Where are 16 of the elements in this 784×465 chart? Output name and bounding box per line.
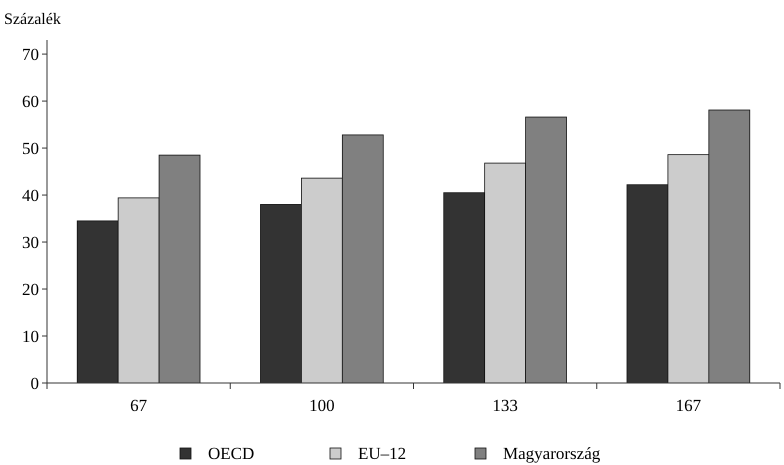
legend-label: EU–12 — [358, 444, 406, 463]
y-tick-label: 50 — [22, 139, 39, 158]
x-tick-label: 133 — [492, 396, 518, 415]
y-tick-label: 0 — [30, 374, 39, 393]
y-tick-label: 60 — [22, 92, 39, 112]
legend-label: OECD — [208, 444, 254, 463]
x-tick-label: 67 — [130, 396, 148, 415]
y-tick-label: 30 — [22, 232, 39, 252]
y-tick-label: 40 — [22, 186, 39, 206]
x-tick-label: 167 — [676, 396, 702, 415]
x-tick-label: 100 — [309, 396, 335, 415]
y-tick-label: 70 — [22, 45, 39, 64]
legend-label: Magyarország — [503, 444, 601, 463]
y-axis-title: Százalék — [4, 11, 61, 28]
y-tick-label: 20 — [22, 280, 39, 299]
y-tick-label: 10 — [22, 326, 39, 346]
